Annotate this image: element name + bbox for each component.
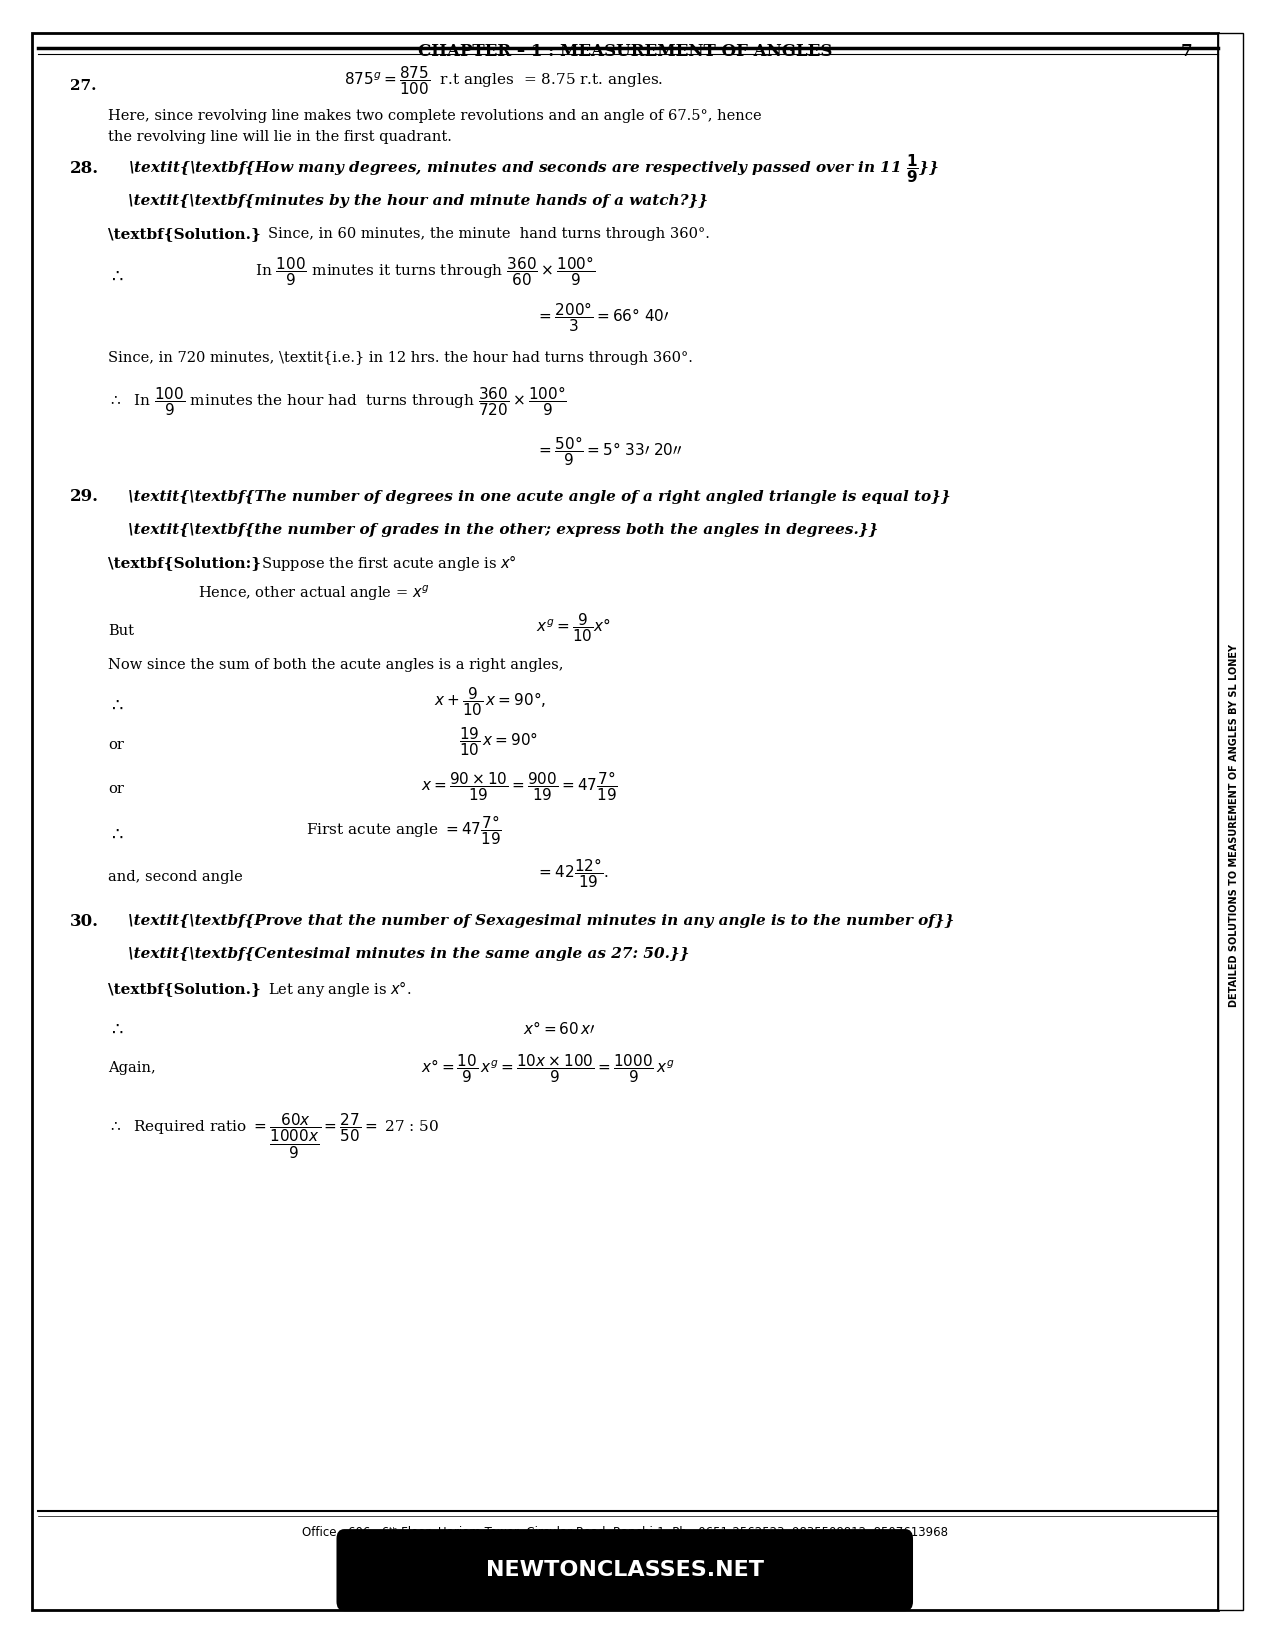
Text: \textit{\textbf{The number of degrees in one acute angle of a right angled trian: \textit{\textbf{The number of degrees in… xyxy=(128,490,950,504)
Text: NEWTONCLASSES.NET: NEWTONCLASSES.NET xyxy=(486,1560,764,1580)
Bar xyxy=(1218,33,1243,1610)
Text: 30.: 30. xyxy=(70,913,99,930)
Text: First acute angle $= 47\dfrac{7°}{19}$: First acute angle $= 47\dfrac{7°}{19}$ xyxy=(306,814,502,847)
Text: CHAPTER – 1 : MEASUREMENT OF ANGLES: CHAPTER – 1 : MEASUREMENT OF ANGLES xyxy=(418,43,831,59)
Text: or: or xyxy=(108,783,124,796)
Text: $x° = \dfrac{10}{9}\, x^g = \dfrac{10x\times100}{9} = \dfrac{1000}{9}\, x^g$: $x° = \dfrac{10}{9}\, x^g = \dfrac{10x\t… xyxy=(421,1052,674,1085)
Text: 27.: 27. xyxy=(70,79,97,92)
Text: 29.: 29. xyxy=(70,489,99,505)
Text: Again,: Again, xyxy=(108,1062,156,1075)
Text: Suppose the first acute angle is $x°$: Suppose the first acute angle is $x°$ xyxy=(261,553,518,573)
Text: Office.: 606 , 6ᵗʰ Floor, Hariom Tower, Circular Road, Ranchi-1, Ph.: 0651-25625: Office.: 606 , 6ᵗʰ Floor, Hariom Tower, … xyxy=(302,1526,947,1539)
Text: $= \dfrac{200°}{3} = 66°\ 40\prime$: $= \dfrac{200°}{3} = 66°\ 40\prime$ xyxy=(536,300,669,334)
Text: NEWTONCLASSES: NEWTONCLASSES xyxy=(82,429,632,726)
FancyBboxPatch shape xyxy=(338,1530,912,1610)
Text: Hence, other actual angle = $x^g$: Hence, other actual angle = $x^g$ xyxy=(198,583,430,603)
Text: or: or xyxy=(108,738,124,751)
Text: $\therefore$: $\therefore$ xyxy=(108,1020,124,1037)
Text: $\dfrac{19}{10}\, x = 90°$: $\dfrac{19}{10}\, x = 90°$ xyxy=(459,725,538,758)
Text: $875^g = \dfrac{875}{100}$  r.t angles  = 8.75 r.t. angles.: $875^g = \dfrac{875}{100}$ r.t angles = … xyxy=(344,64,663,97)
Text: 28.: 28. xyxy=(70,160,99,177)
Text: Now since the sum of both the acute angles is a right angles,: Now since the sum of both the acute angl… xyxy=(108,659,564,672)
Text: \textit{\textbf{Centesimal minutes in the same angle as 27: 50.}}: \textit{\textbf{Centesimal minutes in th… xyxy=(128,948,689,961)
Text: $\therefore$  Required ratio $= \dfrac{60x}{\dfrac{1000x}{9}} = \dfrac{27}{50} =: $\therefore$ Required ratio $= \dfrac{60… xyxy=(108,1111,440,1161)
Text: \textbf{Solution:}: \textbf{Solution:} xyxy=(108,556,261,570)
Text: Here, since revolving line makes two complete revolutions and an angle of 67.5°,: Here, since revolving line makes two com… xyxy=(108,109,762,122)
Text: \textit{\textbf{minutes by the hour and minute hands of a watch?}}: \textit{\textbf{minutes by the hour and … xyxy=(128,195,708,208)
Text: $\therefore$  In $\dfrac{100}{9}$ minutes the hour had  turns through $\dfrac{36: $\therefore$ In $\dfrac{100}{9}$ minutes… xyxy=(108,385,567,418)
Text: the revolving line will lie in the first quadrant.: the revolving line will lie in the first… xyxy=(108,130,453,144)
Text: Since, in 60 minutes, the minute  hand turns through 360°.: Since, in 60 minutes, the minute hand tu… xyxy=(268,228,710,241)
Text: $x + \dfrac{9}{10}\, x  = 90°,$: $x + \dfrac{9}{10}\, x = 90°,$ xyxy=(434,685,546,718)
Text: $x = \dfrac{90\times10}{19} = \dfrac{900}{19} = 47\dfrac{7°}{19}$: $x = \dfrac{90\times10}{19} = \dfrac{900… xyxy=(421,769,617,802)
Text: and, second angle: and, second angle xyxy=(108,870,244,883)
Text: $= 42\dfrac{12°}{19}$.: $= 42\dfrac{12°}{19}$. xyxy=(536,857,608,890)
Text: \textbf{Solution.}: \textbf{Solution.} xyxy=(108,982,261,996)
Text: $\therefore$: $\therefore$ xyxy=(108,697,124,713)
Text: NEWTONCLASSES: NEWTONCLASSES xyxy=(426,759,977,1057)
Text: \textit{\textbf{Prove that the number of Sexagesimal minutes in any angle is to : \textit{\textbf{Prove that the number of… xyxy=(128,915,954,928)
Text: \textit{\textbf{How many degrees, minutes and seconds are respectively passed ov: \textit{\textbf{How many degrees, minute… xyxy=(128,152,938,185)
Text: \textbf{Solution.}: \textbf{Solution.} xyxy=(108,228,261,241)
Text: In $\dfrac{100}{9}$ minutes it turns through $\dfrac{360}{60}\times\dfrac{100°}{: In $\dfrac{100}{9}$ minutes it turns thr… xyxy=(255,254,595,287)
Text: Since, in 720 minutes, \textit{i.e.} in 12 hrs. the hour had turns through 360°.: Since, in 720 minutes, \textit{i.e.} in … xyxy=(108,352,694,365)
Text: $x^g = \dfrac{9}{10}x°$: $x^g = \dfrac{9}{10}x°$ xyxy=(536,611,611,644)
Text: $= \dfrac{50°}{9} = 5°\ 33\prime\ 20\prime\prime$: $= \dfrac{50°}{9} = 5°\ 33\prime\ 20\pri… xyxy=(536,434,682,467)
Text: DETAILED SOLUTIONS TO MEASUREMENT OF ANGLES BY SL LONEY: DETAILED SOLUTIONS TO MEASUREMENT OF ANG… xyxy=(1229,644,1239,1007)
Text: But: But xyxy=(108,624,134,637)
Text: \textit{\textbf{the number of grades in the other; express both the angles in de: \textit{\textbf{the number of grades in … xyxy=(128,523,877,537)
Text: Let any angle is $x°$.: Let any angle is $x°$. xyxy=(268,979,412,999)
Text: $\therefore$: $\therefore$ xyxy=(108,826,124,842)
Text: $\therefore$: $\therefore$ xyxy=(108,267,124,284)
Text: 7: 7 xyxy=(1181,43,1192,59)
Text: $x° = 60\, x\prime$: $x° = 60\, x\prime$ xyxy=(523,1020,595,1037)
